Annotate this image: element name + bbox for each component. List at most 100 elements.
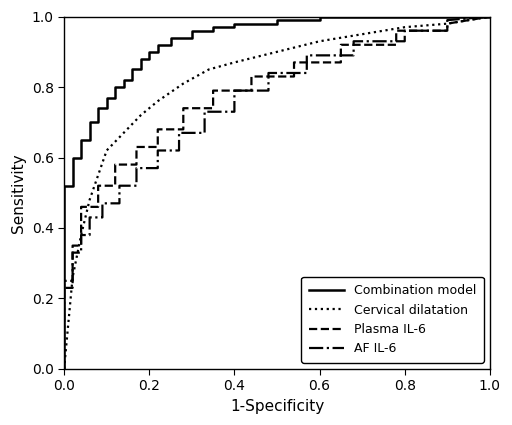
Combination model (274, 17, 280, 23)
AF IL-6 (176, 130, 182, 136)
Plasma IL-6 (210, 106, 216, 111)
Plasma IL-6 (134, 144, 140, 150)
Plasma IL-6 (291, 74, 297, 79)
Cervical dilatation (401, 25, 408, 30)
Combination model (167, 35, 174, 40)
Combination model (338, 14, 344, 19)
Combination model (146, 57, 152, 62)
Plasma IL-6 (210, 88, 216, 93)
Plasma IL-6 (444, 21, 451, 26)
Plasma IL-6 (70, 285, 76, 290)
Cervical dilatation (444, 21, 451, 26)
Cervical dilatation (121, 130, 127, 136)
Plasma IL-6 (291, 60, 297, 65)
Cervical dilatation (95, 173, 101, 178)
AF IL-6 (265, 88, 271, 93)
AF IL-6 (202, 109, 208, 114)
AF IL-6 (304, 53, 310, 58)
Combination model (189, 28, 195, 33)
AF IL-6 (231, 109, 238, 114)
Line: Cervical dilatation: Cervical dilatation (64, 17, 490, 369)
Plasma IL-6 (338, 60, 344, 65)
AF IL-6 (134, 166, 140, 171)
AF IL-6 (78, 232, 84, 238)
Combination model (87, 137, 93, 142)
Combination model (316, 17, 323, 23)
X-axis label: 1-Specificity: 1-Specificity (230, 399, 324, 414)
Cervical dilatation (78, 232, 84, 238)
Cervical dilatation (231, 60, 238, 65)
Plasma IL-6 (393, 28, 399, 33)
AF IL-6 (231, 88, 238, 93)
Cervical dilatation (61, 366, 67, 371)
AF IL-6 (351, 53, 357, 58)
AF IL-6 (116, 201, 122, 206)
Plasma IL-6 (78, 243, 84, 248)
Combination model (231, 25, 238, 30)
AF IL-6 (351, 39, 357, 44)
AF IL-6 (487, 14, 493, 19)
Combination model (210, 28, 216, 33)
Combination model (338, 14, 344, 19)
Combination model (70, 183, 76, 188)
Combination model (95, 120, 101, 125)
Combination model (129, 67, 135, 72)
AF IL-6 (155, 166, 161, 171)
Line: Plasma IL-6: Plasma IL-6 (64, 17, 490, 369)
Combination model (167, 42, 174, 47)
Cervical dilatation (87, 197, 93, 202)
AF IL-6 (444, 17, 451, 23)
Combination model (61, 183, 67, 188)
Y-axis label: Sensitivity: Sensitivity (11, 153, 26, 232)
Plasma IL-6 (61, 366, 67, 371)
AF IL-6 (70, 278, 76, 283)
Plasma IL-6 (487, 14, 493, 19)
AF IL-6 (87, 215, 93, 220)
Cervical dilatation (138, 113, 144, 118)
Plasma IL-6 (112, 183, 118, 188)
Combination model (155, 49, 161, 54)
Combination model (103, 95, 110, 100)
Cervical dilatation (274, 49, 280, 54)
Combination model (78, 155, 84, 160)
Combination model (78, 137, 84, 142)
Line: AF IL-6: AF IL-6 (64, 17, 490, 369)
Combination model (70, 155, 76, 160)
AF IL-6 (401, 28, 408, 33)
Cervical dilatation (359, 32, 365, 37)
Plasma IL-6 (338, 42, 344, 47)
AF IL-6 (304, 71, 310, 76)
Combination model (231, 21, 238, 26)
Plasma IL-6 (444, 28, 451, 33)
Combination model (121, 85, 127, 90)
Plasma IL-6 (70, 243, 76, 248)
AF IL-6 (99, 201, 105, 206)
Combination model (274, 21, 280, 26)
Plasma IL-6 (155, 144, 161, 150)
Combination model (189, 35, 195, 40)
Combination model (95, 106, 101, 111)
Plasma IL-6 (180, 127, 186, 132)
AF IL-6 (265, 71, 271, 76)
AF IL-6 (70, 250, 76, 255)
AF IL-6 (61, 366, 67, 371)
Plasma IL-6 (112, 162, 118, 167)
Line: Combination model: Combination model (64, 17, 490, 369)
Cervical dilatation (70, 275, 76, 280)
AF IL-6 (202, 130, 208, 136)
Cervical dilatation (487, 14, 493, 19)
Combination model (103, 106, 110, 111)
AF IL-6 (401, 39, 408, 44)
Cervical dilatation (103, 148, 110, 153)
AF IL-6 (444, 28, 451, 33)
Combination model (138, 67, 144, 72)
Combination model (129, 77, 135, 82)
Plasma IL-6 (95, 204, 101, 210)
Combination model (112, 85, 118, 90)
Combination model (316, 14, 323, 19)
Plasma IL-6 (180, 106, 186, 111)
AF IL-6 (61, 278, 67, 283)
Cervical dilatation (316, 39, 323, 44)
AF IL-6 (176, 148, 182, 153)
AF IL-6 (99, 215, 105, 220)
